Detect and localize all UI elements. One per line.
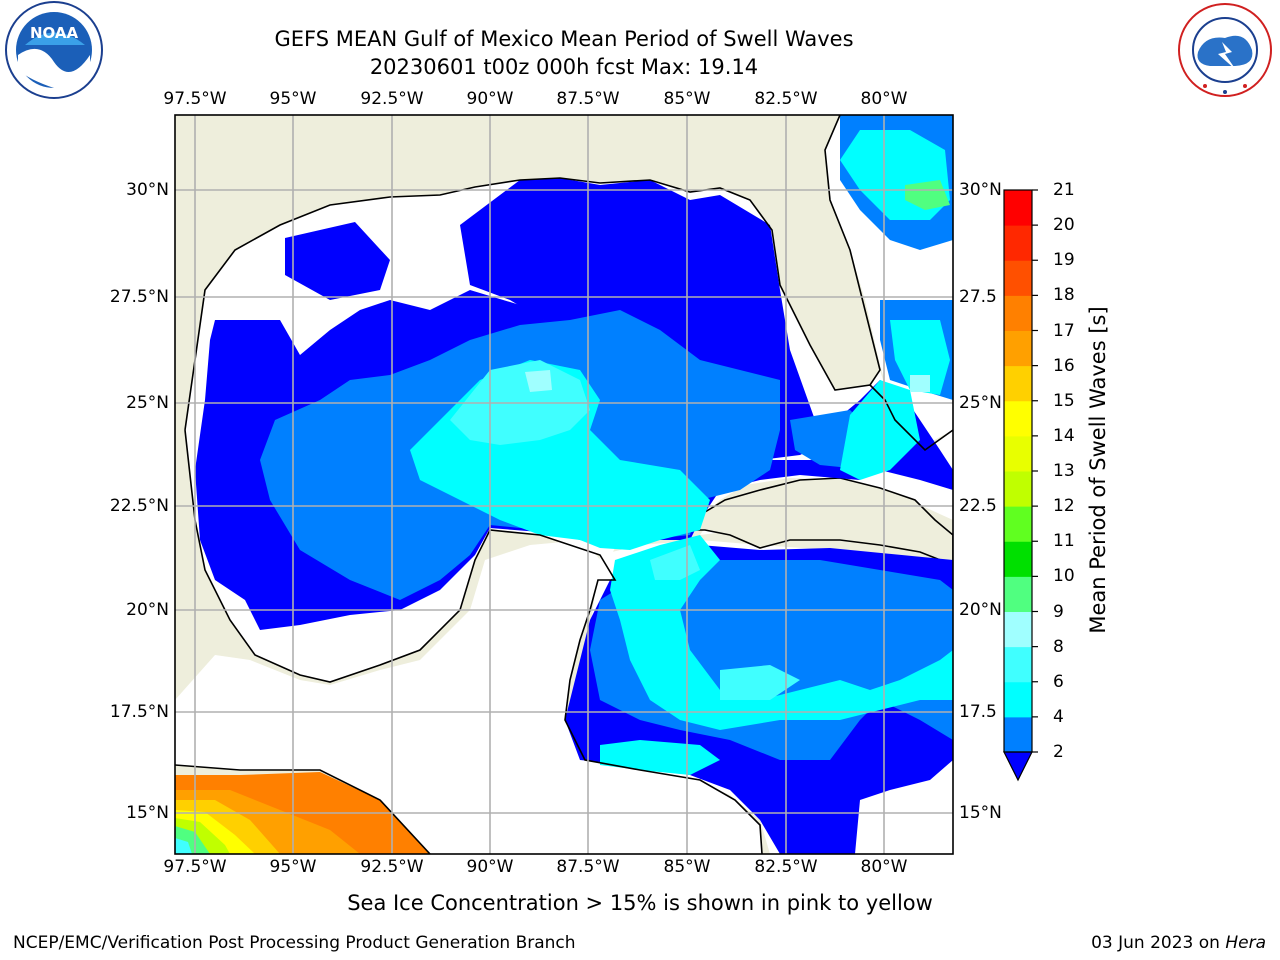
colorbar-tick-label: 14	[1053, 425, 1075, 446]
colorbar-tick-label: 20	[1053, 215, 1075, 236]
longitude-label: 80°W	[860, 857, 908, 877]
longitude-label: 82.5°W	[754, 89, 818, 109]
colorbar-tick-label: 17	[1053, 320, 1075, 341]
colorbar-tick-label: 10	[1053, 566, 1075, 587]
colorbar-tick-label: 4	[1053, 706, 1064, 727]
colorbar-tick-label: 15	[1053, 390, 1075, 411]
colorbar-bin	[1004, 365, 1032, 402]
colorbar-bin	[1004, 611, 1032, 648]
longitude-label: 97.5°W	[163, 89, 227, 109]
longitude-label: 97.5°W	[163, 857, 227, 877]
footer-credit: NCEP/EMC/Verification Post Processing Pr…	[13, 933, 576, 953]
colorbar-bin	[1004, 330, 1032, 367]
longitude-label: 87.5°W	[556, 857, 620, 877]
colorbar-label: Mean Period of Swell Waves [s]	[1086, 306, 1110, 634]
colorbar-tick-label: 12	[1053, 496, 1075, 517]
longitude-label: 92.5°W	[360, 89, 424, 109]
latitude-label-right: 25°N	[959, 393, 1002, 413]
footer-date-text: 03 Jun 2023 on	[1091, 933, 1226, 953]
latitude-label: 22.5°N	[109, 496, 169, 516]
longitude-label: 90°W	[466, 857, 514, 877]
latitude-label: 15°N	[126, 803, 169, 823]
longitude-label: 92.5°W	[360, 857, 424, 877]
colorbar-bin	[1004, 260, 1032, 296]
colorbar-tick-label: 9	[1053, 601, 1064, 622]
swell-contour-9-10	[525, 370, 930, 392]
colorbar-bin	[1004, 435, 1032, 472]
footer-date: 03 Jun 2023 on Hera	[1091, 933, 1266, 953]
noaa-logo: NOAA	[5, 1, 103, 99]
colorbar-tick-label: 19	[1053, 250, 1075, 271]
colorbar-bin	[1004, 471, 1032, 507]
longitude-label: 80°W	[860, 89, 908, 109]
latitude-label: 17.5°N	[109, 702, 169, 722]
longitude-label: 82.5°W	[754, 857, 818, 877]
latitude-label: 30°N	[126, 180, 169, 200]
colorbar-bin	[1004, 190, 1032, 226]
longitude-label: 95°W	[269, 857, 317, 877]
colorbar-tick-label: 21	[1053, 180, 1075, 200]
colorbar-tick-label: 11	[1053, 531, 1075, 552]
colorbar	[1003, 189, 1038, 782]
colorbar-bin	[1004, 225, 1032, 261]
sea-ice-note: Sea Ice Concentration > 15% is shown in …	[347, 891, 933, 915]
colorbar-tick-label: 18	[1053, 285, 1075, 306]
latitude-label: 25°N	[126, 393, 169, 413]
map-frame	[174, 114, 954, 855]
colorbar-bin	[1004, 400, 1032, 437]
colorbar-tick-label: 16	[1053, 355, 1075, 376]
latitude-label-right: 17.5	[959, 702, 997, 722]
colorbar-bin	[1004, 646, 1032, 683]
chart-title: GEFS MEAN Gulf of Mexico Mean Period of …	[274, 27, 854, 51]
colorbar-bin	[1004, 576, 1032, 612]
latitude-label: 20°N	[126, 600, 169, 620]
chart-subtitle: 20230601 t00z 000h fcst Max: 19.14	[369, 55, 759, 79]
longitude-label: 87.5°W	[556, 89, 620, 109]
colorbar-extend-triangle	[1003, 751, 1033, 782]
colorbar-tick-label: 6	[1053, 671, 1064, 692]
colorbar-bin	[1004, 681, 1032, 718]
colorbar-tick-label: 8	[1053, 636, 1064, 657]
footer-host: Hera	[1225, 933, 1266, 953]
latitude-label-right: 22.5	[959, 496, 997, 516]
svg-text:NOAA: NOAA	[30, 24, 79, 42]
colorbar-bin	[1004, 541, 1032, 577]
nws-logo	[1178, 3, 1272, 97]
graticule	[175, 115, 953, 854]
longitude-label: 85°W	[663, 857, 711, 877]
cuba-land	[688, 477, 953, 566]
latitude-label-right: 27.5	[959, 287, 997, 307]
latitude-label-right: 30°N	[959, 180, 1002, 200]
longitude-label: 85°W	[663, 89, 711, 109]
latitude-label-right: 20°N	[959, 600, 1002, 620]
colorbar-bin	[1004, 506, 1032, 542]
swell-contour-atlantic-green	[905, 180, 950, 210]
latitude-label: 27.5°N	[109, 287, 169, 307]
longitude-label: 90°W	[466, 89, 514, 109]
longitude-label: 95°W	[269, 89, 317, 109]
colorbar-bin	[1004, 295, 1032, 331]
latitude-label-right: 15°N	[959, 803, 1002, 823]
colorbar-bin	[1004, 716, 1032, 753]
colorbar-tick-label: 13	[1053, 461, 1075, 481]
colorbar-tick-label: 2	[1053, 742, 1064, 762]
